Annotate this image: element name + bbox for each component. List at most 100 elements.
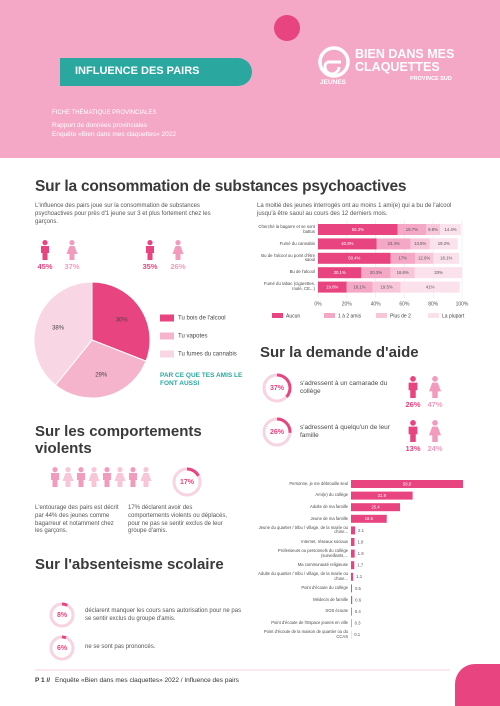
ring-arc (276, 417, 292, 433)
pie-label: 29% (95, 372, 108, 378)
pie-slice (33, 281, 93, 386)
value-label: 25.4 (371, 505, 380, 510)
segment-label: 40.8% (341, 241, 353, 246)
person-body (114, 473, 126, 487)
segment-label: 12.6% (418, 256, 430, 261)
stat-boys: 45% (37, 262, 53, 271)
banner (60, 58, 252, 86)
logo-mark (318, 46, 350, 78)
value-label: 1.1 (356, 574, 363, 579)
x-tick-label: 100% (456, 301, 469, 307)
section-title: Sur l'absenteisme scolaire (35, 556, 224, 573)
bar (351, 491, 413, 500)
legend-swatch (324, 313, 335, 318)
person-head (432, 420, 438, 426)
row-label: Point d'écoute de la maison de quartier … (263, 629, 348, 639)
bar-segment (372, 281, 401, 293)
segment-label: 9.8% (428, 227, 438, 232)
segment-label: 50.4% (348, 256, 360, 261)
row-label: SOS écoute (325, 608, 348, 614)
stat-boys: 35% (142, 262, 158, 271)
row-label: Personne, je me débrouille seul (289, 480, 348, 486)
stat-girls: 47% (427, 400, 443, 409)
bar (351, 480, 463, 488)
bar-segment (318, 224, 398, 235)
row-label: Adulte de ma famille (310, 503, 348, 509)
bar (351, 619, 352, 628)
bar (351, 514, 387, 523)
logo-mark-letter (323, 60, 341, 76)
bar (351, 538, 355, 546)
person-body (428, 426, 442, 442)
legend-label: Plus de 2 (390, 313, 411, 319)
legend-swatch (160, 350, 174, 358)
stat-girls: 24% (427, 444, 443, 453)
person-body (41, 246, 49, 260)
value-label: 0.4 (355, 609, 362, 614)
legend-label: Tu bois de l'alcool (178, 316, 226, 322)
stat-boys: 26% (405, 400, 421, 409)
row-label: Médecin de famille (313, 596, 348, 602)
person-head (143, 467, 149, 473)
section-title: Sur la consommation de substances psycho… (35, 178, 407, 195)
ring-label: 8% (57, 612, 68, 619)
bar-segment (318, 267, 362, 279)
row-label: Cherché la bagarre et se sont battus (258, 223, 315, 234)
segment-label: 30.1% (334, 270, 346, 275)
segment-label: 13.5% (414, 241, 426, 246)
paragraph: L'influence des pairs joue sur la consom… (35, 203, 211, 225)
person-head (91, 467, 97, 473)
stat-girls: 26% (170, 262, 186, 271)
row-label: Jeune du quartier / tribu / village, de … (258, 524, 348, 535)
x-tick-label: 0% (314, 301, 322, 307)
person-body (103, 473, 111, 487)
ring-arc (276, 373, 292, 398)
person-head (69, 240, 75, 246)
bar-segment (390, 252, 416, 264)
stat-boys: 13% (405, 444, 421, 453)
bar (351, 526, 356, 535)
row-label: Professeurs ou personnels du collège (su… (277, 548, 348, 558)
row-label: Bu de l'alcool (289, 269, 315, 275)
bar-segment (376, 238, 411, 250)
person-head (78, 467, 84, 473)
row-label: Ma communauté religieuse (297, 561, 348, 567)
segment-label: 17% (399, 256, 408, 261)
row-label: Point d'écoute de l'Espace jeunes en vil… (271, 619, 348, 625)
person-body (408, 426, 418, 443)
bar (351, 503, 401, 512)
legend-swatch (272, 313, 283, 318)
person-body (51, 473, 59, 487)
person-head (65, 467, 71, 473)
person-head (432, 376, 438, 382)
row-label: Fumé du cannabis (279, 240, 315, 246)
bar-segment (318, 238, 377, 250)
bar-segment (415, 252, 434, 264)
ring-label: 17% (180, 479, 195, 486)
value-label: 2.1 (358, 528, 365, 533)
ring-label: 26% (270, 429, 285, 436)
bar-segment (361, 267, 391, 279)
header-subtitle: Rapport de données provinciales (52, 122, 148, 129)
bar-segment (400, 281, 460, 293)
logo-title: BIEN DANS MES CLAQUETTES (355, 47, 455, 75)
logo-jeunes: JEUNES (320, 79, 347, 86)
segment-label: 41% (426, 284, 435, 289)
bar (351, 596, 353, 604)
header-kicker: FICHE THÉMATIQUE PROVINCIALES (52, 110, 157, 116)
section-title: Sur la demande d'aide (260, 344, 419, 361)
paragraph: La moitié des jeunes interrogés ont au m… (257, 203, 452, 217)
person-head (410, 376, 416, 382)
value-label: 0.3 (355, 621, 362, 626)
row-label: Internet, réseaux sociaux (301, 538, 348, 544)
bar-segment (410, 238, 430, 250)
bar-segment (429, 238, 458, 250)
bar-segment (414, 267, 463, 279)
bar (351, 549, 355, 558)
ring-arc (61, 602, 69, 607)
person-body (129, 473, 137, 487)
bar (351, 572, 354, 581)
bar-segment (440, 224, 461, 235)
pie-slice (91, 281, 151, 362)
